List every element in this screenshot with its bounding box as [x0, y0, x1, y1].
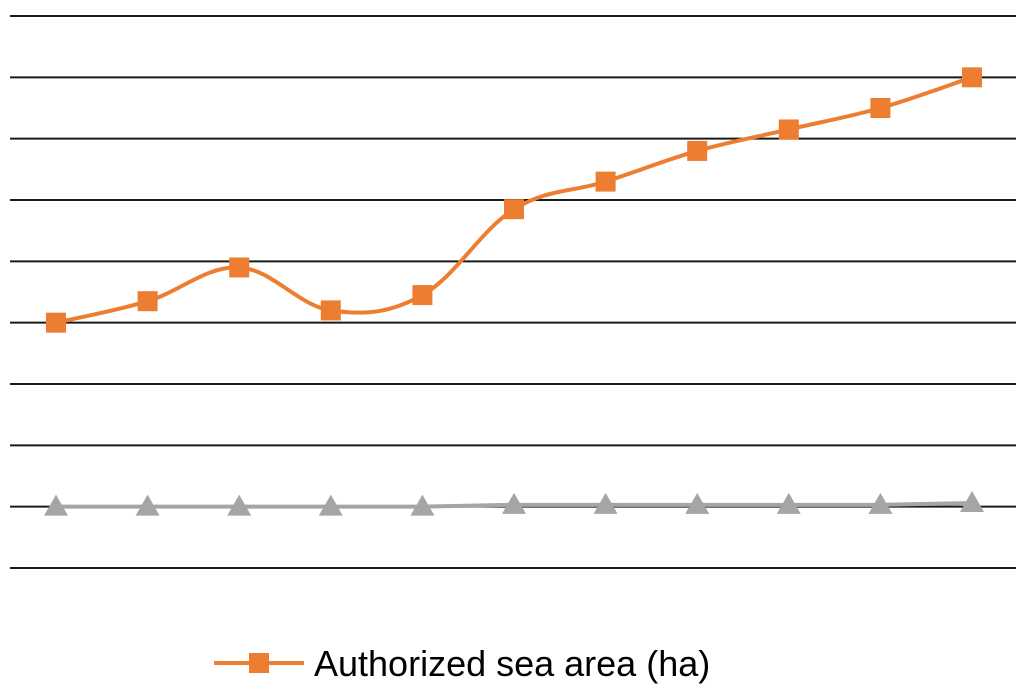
data-point-square	[870, 98, 891, 118]
data-point-triangle	[960, 490, 984, 512]
data-point-square	[412, 285, 433, 306]
data-point-square	[962, 67, 982, 88]
gridlines	[10, 15, 1016, 569]
data-point-square	[137, 291, 158, 312]
legend-label-authorized-sea-area: Authorized sea area (ha)	[314, 643, 710, 684]
data-point-square	[229, 257, 250, 278]
data-point-triangle	[593, 492, 618, 514]
data-point-square	[504, 199, 524, 220]
data-point-square	[595, 171, 616, 192]
data-point-triangle	[868, 492, 893, 514]
data-point-triangle	[318, 494, 343, 516]
legend: Authorized sea area (ha)	[214, 643, 710, 684]
data-point-square	[687, 140, 708, 161]
data-point-triangle	[135, 494, 160, 516]
data-point-triangle	[685, 492, 710, 514]
data-point-triangle	[776, 492, 801, 514]
data-point-square	[320, 300, 341, 321]
series-layer	[44, 67, 984, 516]
legend-marker-orange	[249, 653, 269, 673]
data-point-triangle	[410, 494, 435, 516]
data-point-square	[778, 119, 799, 140]
data-point-triangle	[227, 494, 252, 516]
data-point-triangle	[44, 494, 68, 516]
data-point-square	[46, 312, 66, 333]
data-point-triangle	[502, 492, 526, 514]
